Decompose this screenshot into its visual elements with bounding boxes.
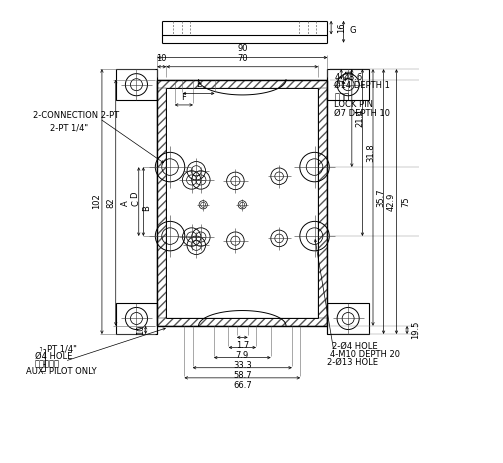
Bar <box>157 80 327 88</box>
Text: 1.7: 1.7 <box>236 341 249 350</box>
Text: 10: 10 <box>136 325 145 335</box>
Text: D: D <box>131 191 139 198</box>
Text: 7.9: 7.9 <box>236 350 249 360</box>
Text: 70: 70 <box>237 54 247 63</box>
Text: 輔助引導孔: 輔助引導孔 <box>34 360 59 369</box>
Text: ┐: ┐ <box>40 346 43 351</box>
Bar <box>116 69 157 100</box>
Text: 16: 16 <box>337 22 346 33</box>
Bar <box>327 303 369 334</box>
Text: G: G <box>350 26 357 35</box>
Text: 4-Ø8.6: 4-Ø8.6 <box>334 73 363 82</box>
Bar <box>157 318 327 326</box>
Text: 31.8: 31.8 <box>366 143 375 162</box>
Text: 66.7: 66.7 <box>233 381 252 390</box>
Text: 90: 90 <box>237 44 247 53</box>
Text: B: B <box>142 206 151 212</box>
Bar <box>157 88 166 318</box>
Text: 19.5: 19.5 <box>411 321 420 339</box>
Text: 2-Ø4 HOLE: 2-Ø4 HOLE <box>332 342 378 351</box>
Text: 35.7: 35.7 <box>377 188 386 207</box>
Bar <box>327 69 369 100</box>
Bar <box>116 303 157 334</box>
Text: Ø7 DEPTH 10: Ø7 DEPTH 10 <box>334 109 390 118</box>
Text: 4-M10 DEPTH 20: 4-M10 DEPTH 20 <box>330 350 400 359</box>
Text: C: C <box>132 200 141 206</box>
Text: 2-CONNECTION 2-PT: 2-CONNECTION 2-PT <box>33 111 119 120</box>
Text: LOCK PIN: LOCK PIN <box>334 100 373 109</box>
Text: 21.4: 21.4 <box>356 109 365 127</box>
Text: 82: 82 <box>107 197 116 208</box>
Text: 33.3: 33.3 <box>233 361 252 370</box>
Text: PT 1/4": PT 1/4" <box>47 344 76 353</box>
Bar <box>318 88 327 318</box>
Text: A: A <box>120 200 129 206</box>
Text: Ø4 HOLE: Ø4 HOLE <box>35 352 72 361</box>
Text: 10: 10 <box>156 54 167 63</box>
Text: 102: 102 <box>92 194 101 209</box>
Text: 58.7: 58.7 <box>233 371 252 380</box>
Text: 2-Ø13 HOLE: 2-Ø13 HOLE <box>327 358 378 367</box>
Text: F: F <box>182 93 186 102</box>
Text: 固定稍: 固定稍 <box>334 92 350 101</box>
Text: 7.1: 7.1 <box>345 68 354 81</box>
Text: 75: 75 <box>401 196 410 207</box>
Text: 42.9: 42.9 <box>387 193 396 211</box>
Text: E: E <box>196 80 201 89</box>
Text: 2-PT 1/4": 2-PT 1/4" <box>50 124 88 132</box>
Text: Ø14 DEPTH 1: Ø14 DEPTH 1 <box>334 81 390 90</box>
Text: AUX. PILOT ONLY: AUX. PILOT ONLY <box>26 367 97 376</box>
